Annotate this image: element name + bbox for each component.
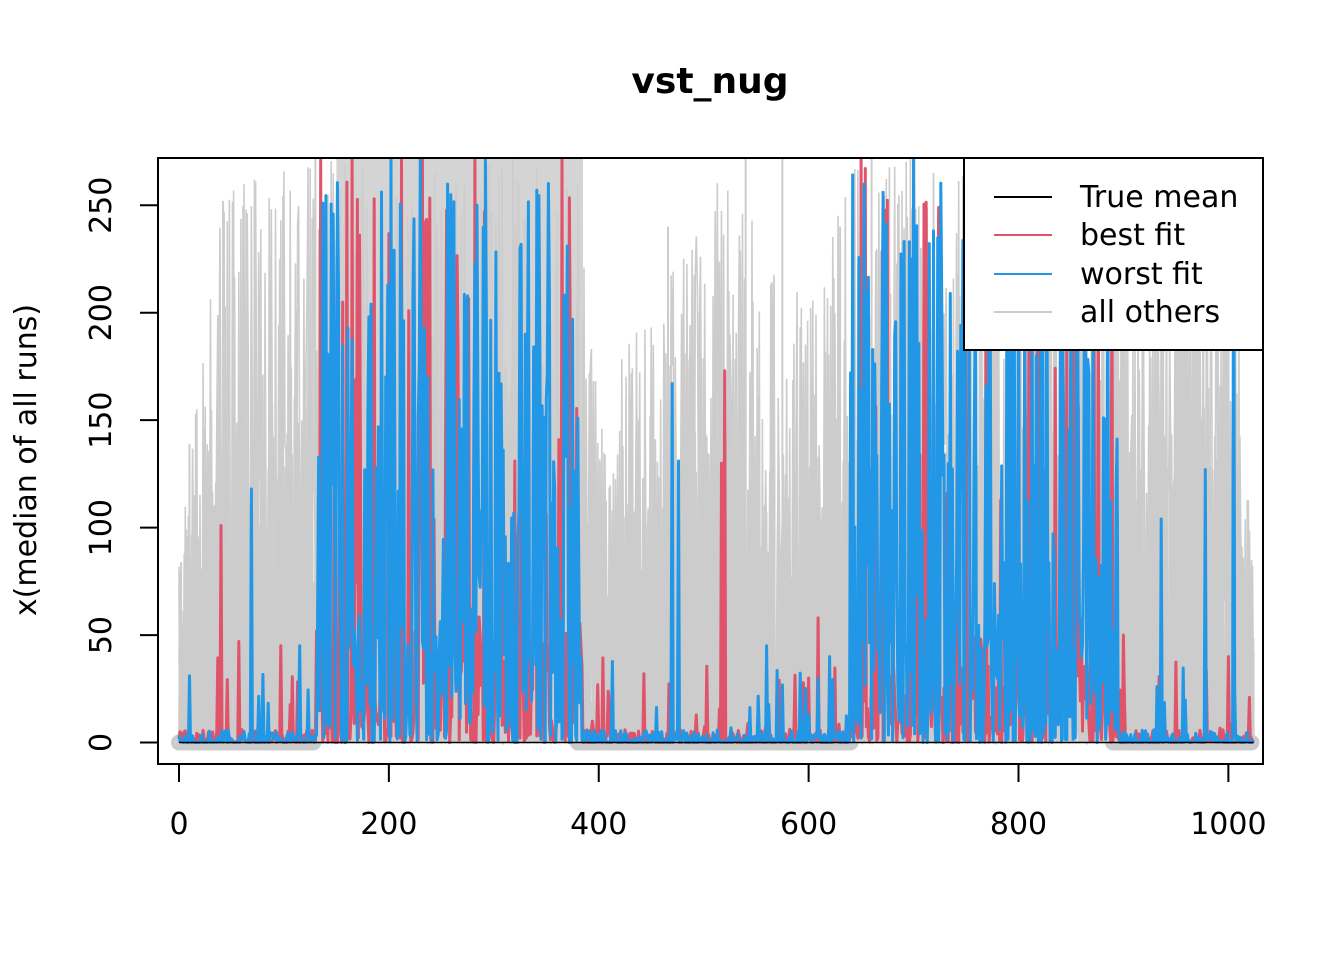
series-worst-fit xyxy=(177,158,1255,744)
x-tick-label: 800 xyxy=(990,807,1047,842)
series-worst-fit-line xyxy=(177,158,1255,744)
chart-title: vst_nug xyxy=(631,61,788,102)
y-axis: 0 50 100 150 200 250 xyxy=(84,177,159,752)
legend-true-mean: True mean xyxy=(1079,180,1238,215)
legend: True mean best fit worst fit all others xyxy=(963,157,1264,351)
x-tick-label: 1000 xyxy=(1190,807,1266,842)
x-tick-label: 0 xyxy=(169,807,188,842)
x-tick-label: 400 xyxy=(570,807,627,842)
y-tick-label: 150 xyxy=(84,392,119,449)
y-axis-label: x(median of all runs) xyxy=(9,304,44,616)
y-tick-label: 250 xyxy=(84,177,119,234)
x-axis: 0 200 400 600 800 1000 xyxy=(169,763,1267,842)
plot-area xyxy=(170,158,1260,751)
legend-all-others: all others xyxy=(1080,295,1220,330)
x-tick-label: 200 xyxy=(360,807,417,842)
y-tick-label: 0 xyxy=(84,733,119,752)
legend-box xyxy=(963,157,1264,351)
x-tick-label: 600 xyxy=(780,807,837,842)
y-tick-label: 50 xyxy=(84,616,119,654)
legend-best-fit: best fit xyxy=(1080,218,1185,253)
y-tick-label: 200 xyxy=(84,284,119,341)
legend-worst-fit: worst fit xyxy=(1080,257,1203,292)
y-tick-label: 100 xyxy=(84,499,119,556)
